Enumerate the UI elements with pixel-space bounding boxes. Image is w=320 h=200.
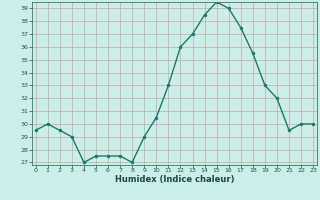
X-axis label: Humidex (Indice chaleur): Humidex (Indice chaleur) (115, 175, 234, 184)
